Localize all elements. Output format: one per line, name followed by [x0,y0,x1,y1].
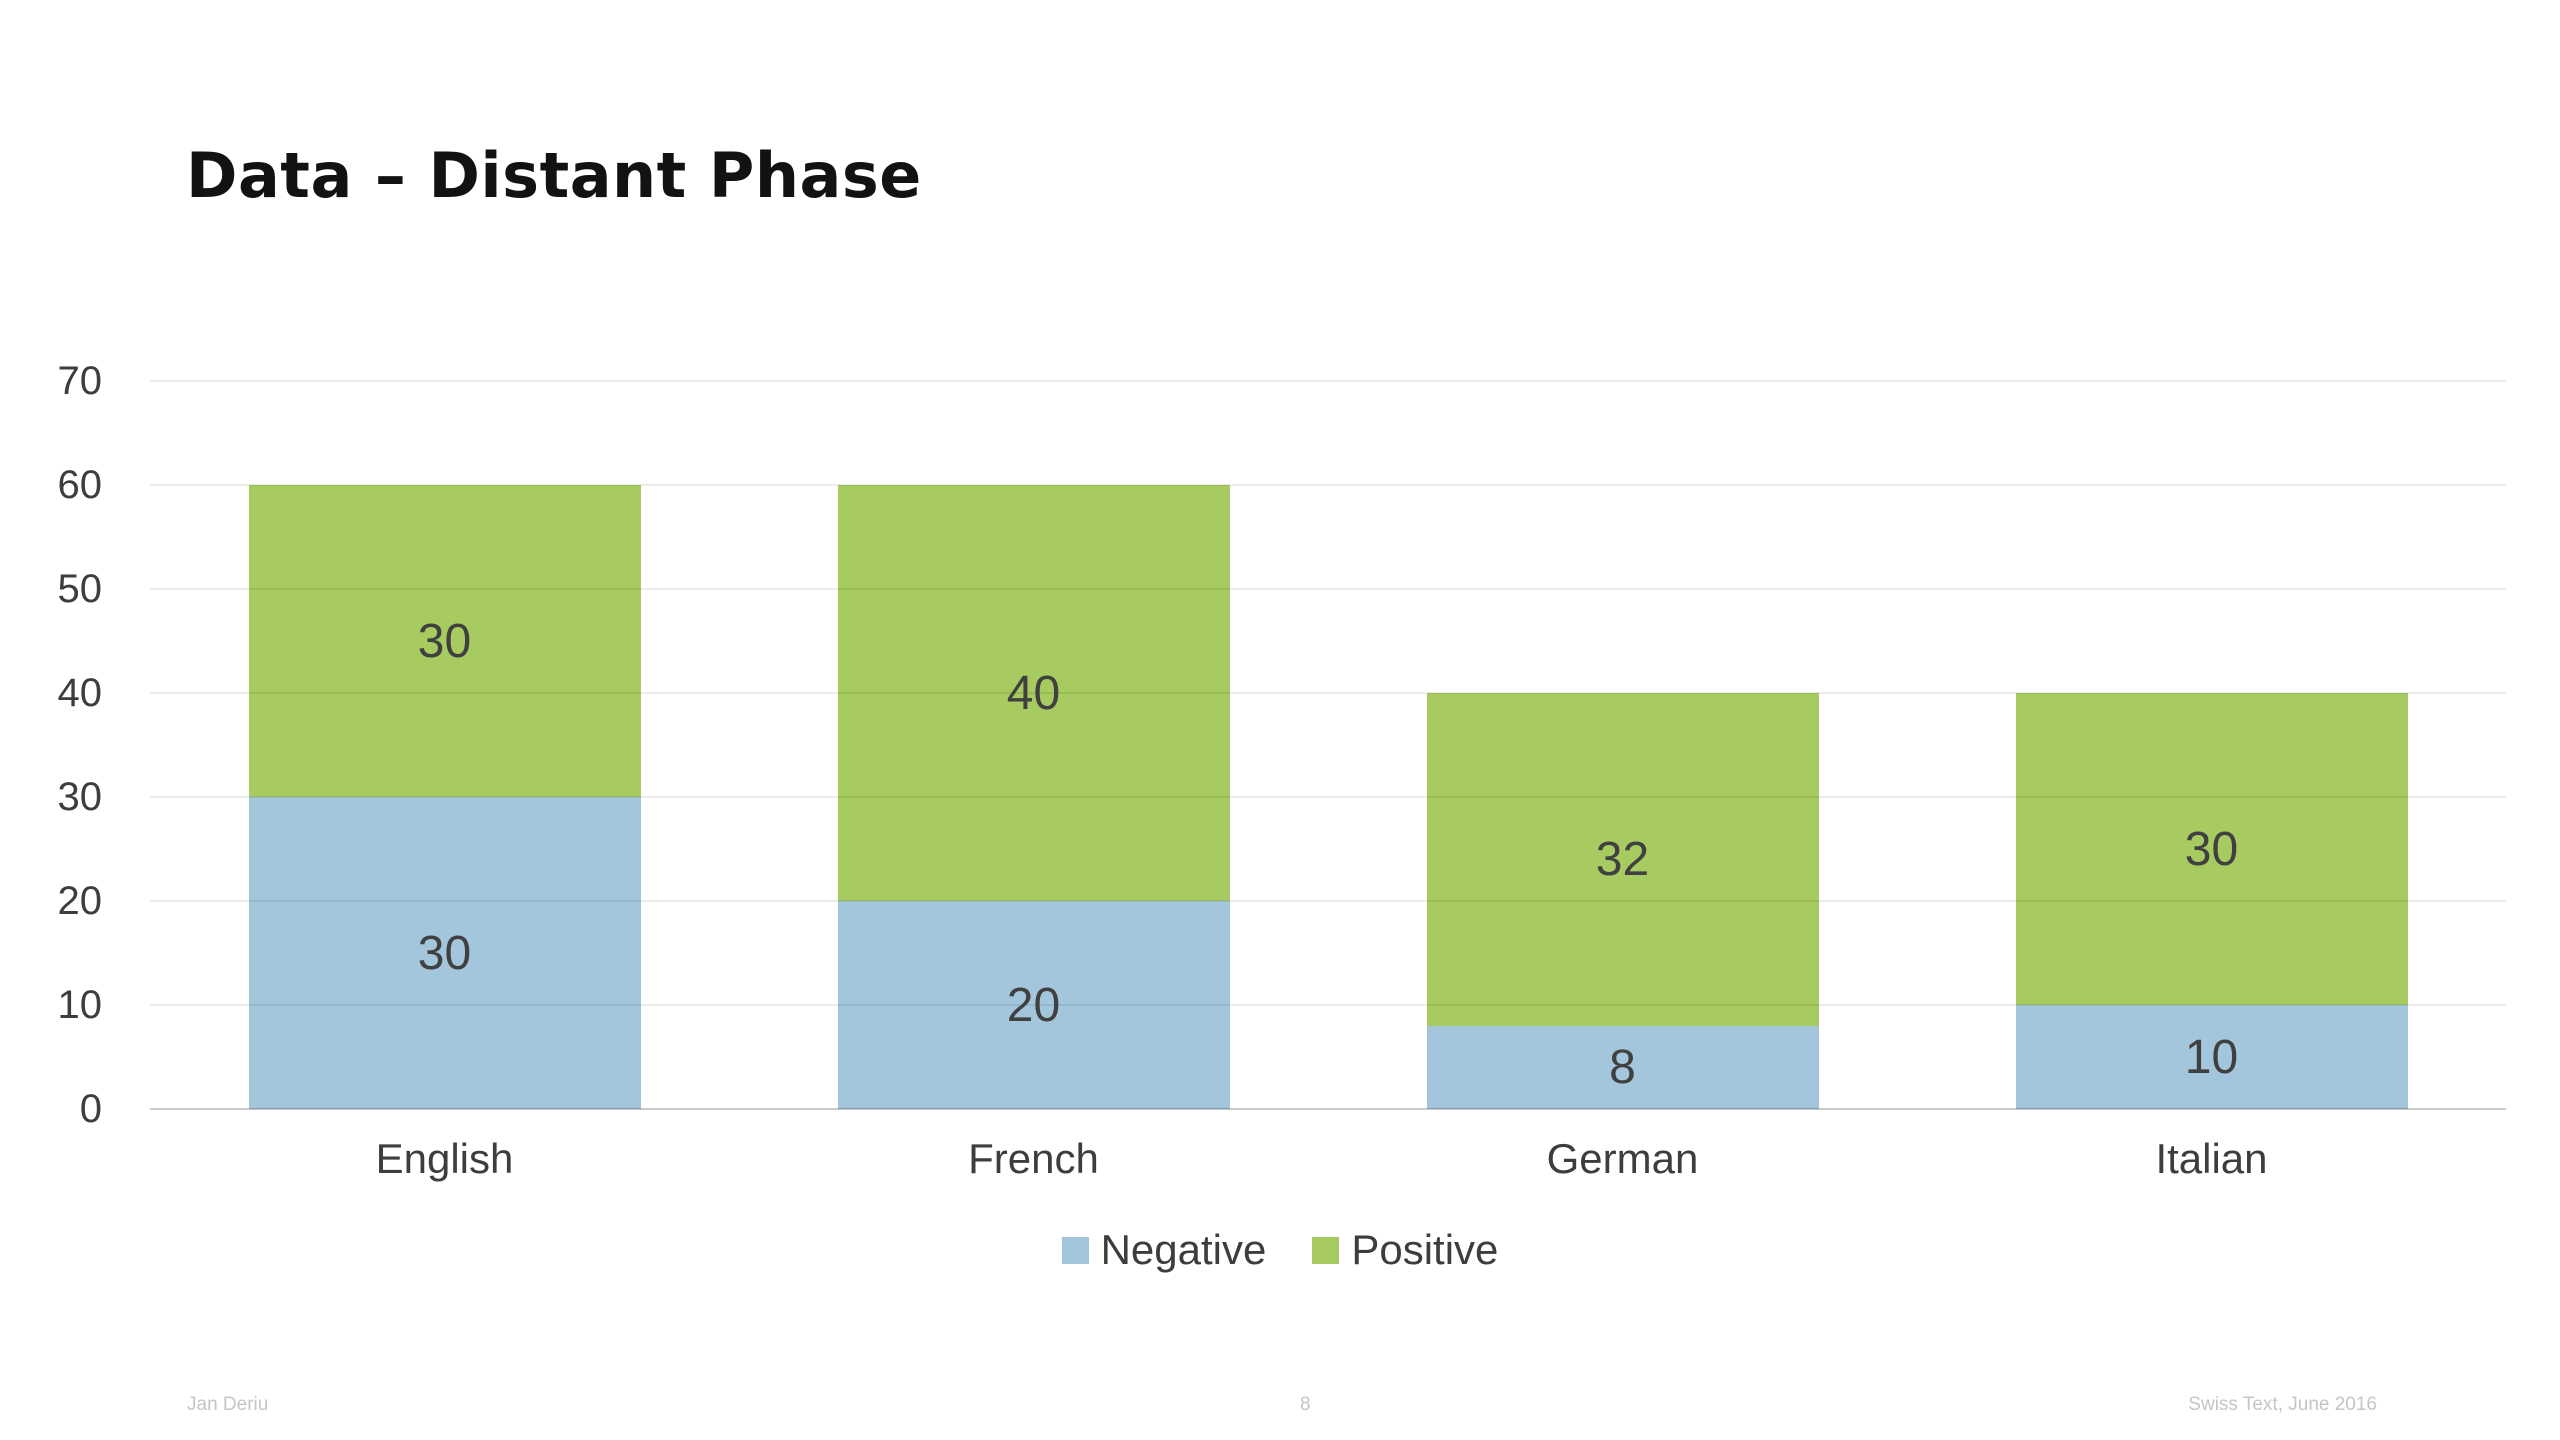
gridline [150,692,2506,694]
slide-title: Data – Distant Phase [186,139,922,212]
data-label: 30 [2184,822,2239,876]
bar-segment-positive-french: 40 [837,485,1230,901]
legend-item-negative: Negative [1061,1226,1267,1274]
data-label: 30 [417,926,472,980]
gridline [150,588,2506,590]
footer-venue: Swiss Text, June 2016 [2188,1394,2377,1415]
gridline [150,796,2506,798]
legend-swatch-icon [1061,1236,1089,1264]
gridline [150,900,2506,902]
bar-segment-positive-italian: 30 [2015,693,2408,1005]
data-label: 32 [1595,832,1650,886]
bar-segment-negative-german: 8 [1426,1025,1819,1109]
x-axis-category-label: English [375,1135,514,1182]
chart-legend: Negative Positive [0,1226,2560,1274]
stacked-bar-chart: 0 10 20 30 40 50 60 70 30 30 English 20 40 French 8 32 G… [58,359,2506,1182]
y-axis-tick-label: 40 [57,671,103,715]
data-label: 8 [1609,1040,1636,1094]
legend-swatch-icon [1312,1236,1340,1264]
bar-segment-positive-english: 30 [248,485,641,797]
x-axis-category-label: Italian [2155,1135,2268,1182]
y-axis-tick-label: 50 [57,567,103,611]
y-axis-tick-label: 20 [57,879,103,923]
legend-item-positive: Positive [1312,1226,1498,1274]
y-axis-tick-label: 30 [57,775,103,819]
data-label: 10 [2184,1030,2239,1084]
bar-segment-negative-italian: 10 [2015,1005,2408,1109]
y-axis-tick-label: 0 [79,1087,102,1131]
x-axis-category-label: French [968,1135,1099,1182]
footer-author: Jan Deriu [187,1394,269,1415]
bar-segment-positive-german: 32 [1426,693,1819,1026]
y-axis-tick-label: 70 [57,359,103,403]
y-axis-tick-label: 10 [57,983,103,1027]
gridline [150,484,2506,486]
footer-page-number: 8 [1300,1394,1311,1415]
x-axis-category-label: German [1546,1135,1699,1182]
data-label: 30 [417,614,472,668]
gridline [150,380,2506,382]
legend-label: Negative [1100,1226,1267,1273]
bar-segment-negative-french: 20 [837,901,1230,1109]
legend-label: Positive [1351,1226,1499,1273]
y-axis-tick-label: 60 [57,463,103,507]
bar-segment-negative-english: 30 [248,797,641,1109]
x-axis-baseline [150,1108,2506,1110]
gridline [150,1004,2506,1006]
data-label: 40 [1006,666,1061,720]
data-label: 20 [1006,978,1061,1032]
